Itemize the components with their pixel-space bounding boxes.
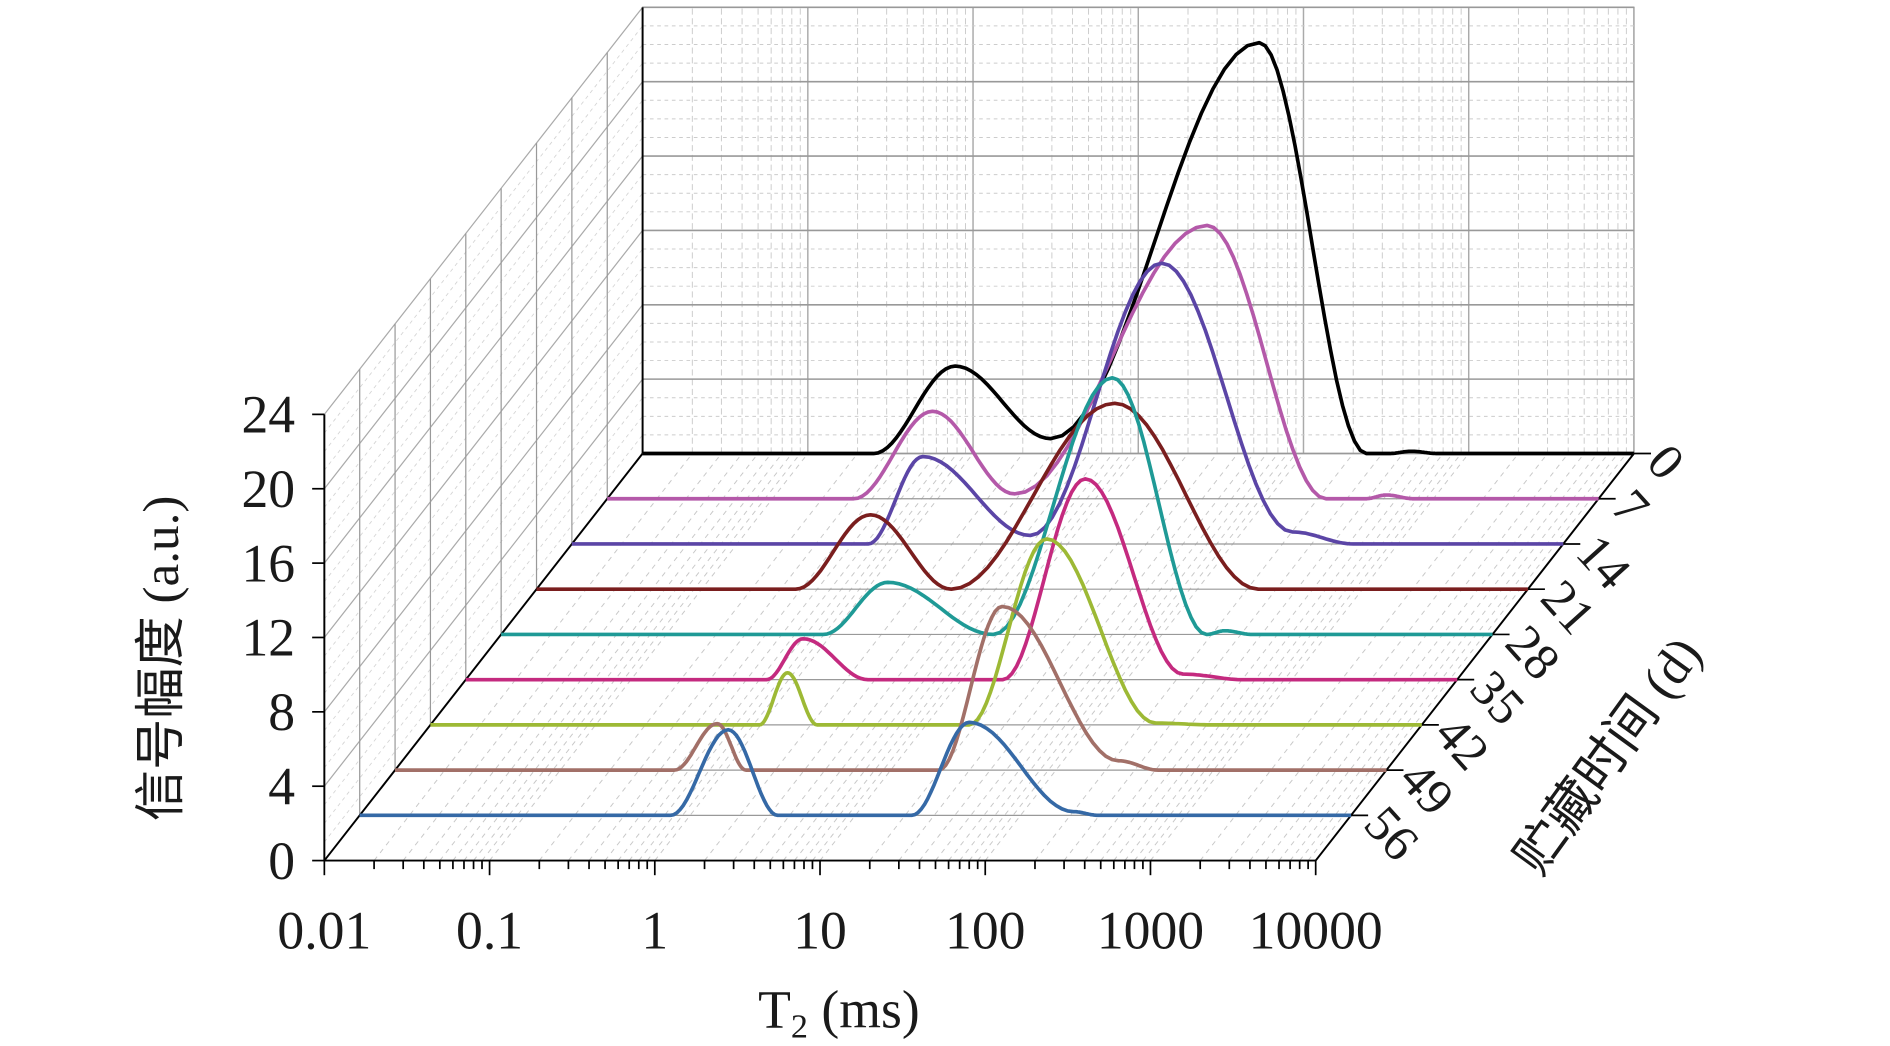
x-axis-title: T2 (ms) — [758, 980, 920, 1046]
floor-gridline — [452, 453, 772, 861]
floor-gridline — [959, 453, 1279, 861]
floor-gridline — [1100, 453, 1420, 861]
side-wall-gridline — [324, 192, 643, 601]
floor-gridline — [439, 453, 759, 861]
floor-gridline — [1299, 453, 1619, 861]
floor-gridline — [968, 453, 1288, 861]
x-tick-label: 1000 — [1097, 900, 1204, 960]
series-line-day-42 — [430, 537, 1422, 727]
side-wall-gridline — [324, 211, 643, 620]
floor-gridline — [568, 453, 888, 861]
side-wall-gridline — [324, 267, 643, 675]
side-wall-gridline — [324, 360, 643, 768]
floor-gridline — [638, 453, 958, 861]
chart-axes — [312, 7, 1652, 876]
side-wall-gridline — [324, 248, 643, 657]
floor-left-edge — [323, 452, 644, 862]
floor-gridline — [646, 453, 966, 861]
side-wall-gridline — [323, 155, 644, 564]
side-wall-gridline — [323, 378, 644, 787]
side-wall-gridline — [324, 62, 643, 471]
side-wall-gridline — [324, 44, 643, 452]
floor-gridline — [1084, 453, 1404, 861]
side-wall-gridline — [324, 25, 643, 434]
x-tick-label: 10 — [793, 900, 847, 960]
side-wall-gridline — [324, 397, 643, 806]
floor-gridline — [473, 453, 793, 861]
x-tick-label: 0.1 — [456, 900, 523, 960]
side-wall-gridline — [324, 323, 643, 731]
floor-gridline — [489, 453, 809, 861]
y-tick-label: 24 — [241, 385, 295, 445]
y-tick-label: 8 — [268, 682, 295, 742]
floor-gridline — [538, 453, 858, 861]
y-tick-label: 20 — [241, 459, 295, 519]
floor-gridline — [1289, 453, 1609, 861]
floor-gridline — [1307, 453, 1627, 861]
side-wall-gridline — [324, 137, 643, 545]
series-line-day-35 — [465, 477, 1458, 682]
series-line-day-49 — [395, 604, 1387, 772]
side-wall-gridline — [324, 341, 643, 750]
floor-gridline — [1124, 453, 1444, 861]
floor-gridline — [919, 453, 1239, 861]
floor-gridline — [1228, 453, 1548, 861]
floor-gridline — [1113, 453, 1433, 861]
floor-gridline — [812, 453, 1132, 861]
floor-gridline — [1249, 453, 1569, 861]
floor-gridline — [628, 453, 948, 861]
floor-gridline — [704, 453, 1024, 861]
x-tick-label: 0.01 — [277, 900, 371, 960]
side-wall-gridline — [323, 230, 644, 638]
y-tick-label: 4 — [268, 756, 295, 816]
floor-gridline — [1278, 453, 1598, 861]
side-wall-gridline — [324, 174, 643, 582]
side-wall-gridline — [324, 416, 643, 824]
floor-gridline — [977, 453, 1297, 861]
side-wall-gridline — [324, 285, 643, 694]
side-wall-gridline — [323, 81, 644, 490]
side-wall-gridline — [323, 6, 644, 415]
series-line-day-0 — [642, 40, 1634, 456]
floor-gridline — [481, 453, 801, 861]
floor-gridline — [604, 453, 924, 861]
floor-gridline — [984, 453, 1304, 861]
floor-gridline — [423, 453, 743, 861]
floor-gridline — [402, 453, 722, 861]
series-line-day-14 — [571, 261, 1564, 546]
floor-gridline — [1142, 453, 1462, 861]
floor-gridline — [1265, 453, 1585, 861]
side-wall-gridline — [324, 434, 643, 843]
side-wall-gridline — [323, 304, 644, 713]
side-wall-gridline — [324, 118, 643, 527]
floor-gridline — [463, 453, 783, 861]
floor-gridline — [948, 453, 1268, 861]
floor-gridline — [1199, 453, 1519, 861]
x-tick-label: 1 — [641, 900, 668, 960]
floor-gridline — [1063, 453, 1383, 861]
floor-gridline — [1034, 453, 1354, 861]
floor-gridline — [373, 453, 693, 861]
y-tick-label: 16 — [241, 533, 295, 593]
floor-gridline — [1150, 453, 1470, 861]
series-line-day-21 — [536, 401, 1528, 592]
series-line-day-28 — [501, 375, 1493, 637]
depth-axis-line — [1314, 452, 1635, 862]
floor-gridline — [769, 453, 1089, 861]
floor-gridline — [869, 453, 1189, 861]
y-tick-label: 0 — [268, 831, 295, 891]
x-tick-label: 100 — [945, 900, 1025, 960]
series-line-day-56 — [359, 720, 1352, 818]
floor-gridline — [1134, 453, 1454, 861]
floor-gridline — [654, 453, 974, 861]
y-tick-label: 12 — [241, 608, 295, 668]
x-tick-label: 10000 — [1249, 900, 1383, 960]
side-wall-gridline — [324, 100, 643, 508]
y-axis-title: 信号幅度 (a.u.) — [133, 496, 190, 822]
chart-series — [359, 40, 1634, 818]
series-line-day-7 — [607, 223, 1599, 501]
floor-gridline — [803, 453, 1123, 861]
